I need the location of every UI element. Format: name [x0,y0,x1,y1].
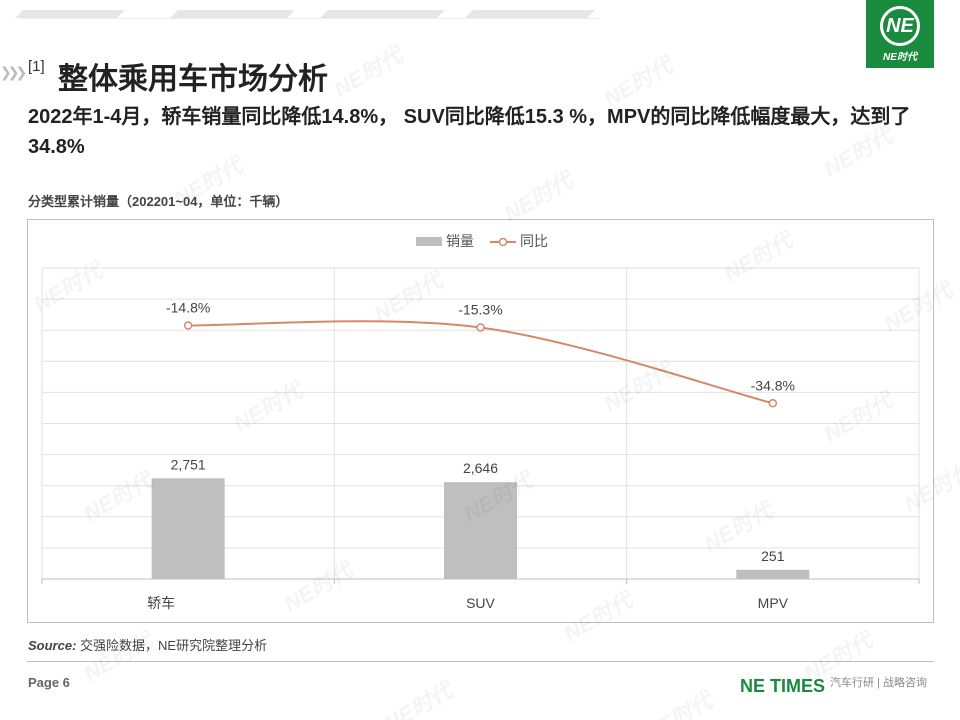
yoy-value-label: -15.3% [458,301,502,317]
legend-marker-yoy [498,237,508,247]
source-note: Source: 交强险数据，NE研究院整理分析 [28,635,267,654]
sales-chart: 2,751 轿车 2,646 SUV 251 MPV -14.8% -15.3% -34.8% 销… [41,233,920,611]
header-band [465,10,595,18]
footer-rule [27,661,934,662]
watermark: NE时代 [327,39,408,104]
header-rule [20,18,600,19]
yoy-point [476,323,485,332]
x-tick-label: 轿车 [147,595,175,611]
watermark: NE时代 [637,684,718,720]
yoy-line [188,320,774,405]
yoy-point [768,399,778,408]
headline: 2022年1-4月，轿车销量同比降低14.8%， SUV同比降低15.3 %，M… [28,106,911,158]
ne-logo-text: NE时代 [883,52,917,63]
legend-label-yoy: 同比 [520,233,548,249]
bar [736,569,810,579]
chart-frame: 2,751 轿车 2,646 SUV 251 MPV -14.8% -15.3% -34.8% 销… [27,219,934,623]
bar [444,482,517,579]
brand-name: NE TIMES [740,676,826,696]
legend-swatch-sales [416,237,442,246]
bar [151,478,225,579]
source-label: Source: [28,638,77,653]
x-tick-label: SUV [466,595,495,611]
header-band [320,10,445,18]
yoy-value-label: -14.8% [166,300,210,316]
bar-value-label: 2,751 [171,456,206,472]
chart-caption: 分类型累计销量（202201~04，单位：千辆） [28,194,289,209]
watermark: NE时代 [377,674,458,720]
watermark: NE时代 [77,624,158,689]
page-title: 整体乘用车市场分析 [58,63,328,96]
header-band [15,10,125,18]
bar-value-label: 2,646 [463,460,498,476]
ne-logo: NE NE时代 [866,0,934,68]
legend-label-sales: 销量 [446,233,474,249]
x-tick-label: MPV [758,595,789,611]
source-text: 交强险数据，NE研究院整理分析 [76,638,268,653]
section-number: [1] [28,58,45,75]
ne-logo-mark: NE [880,6,920,46]
brand-tagline: 汽车行研 | 战略咨询 [830,677,927,689]
yoy-point [183,321,193,330]
page-number: Page 6 [28,675,70,690]
bar-value-label: 251 [761,548,785,564]
yoy-value-label: -34.8% [751,377,795,393]
header-band [170,10,295,18]
chevron-right-icon: ❯❯❯ [0,64,27,80]
